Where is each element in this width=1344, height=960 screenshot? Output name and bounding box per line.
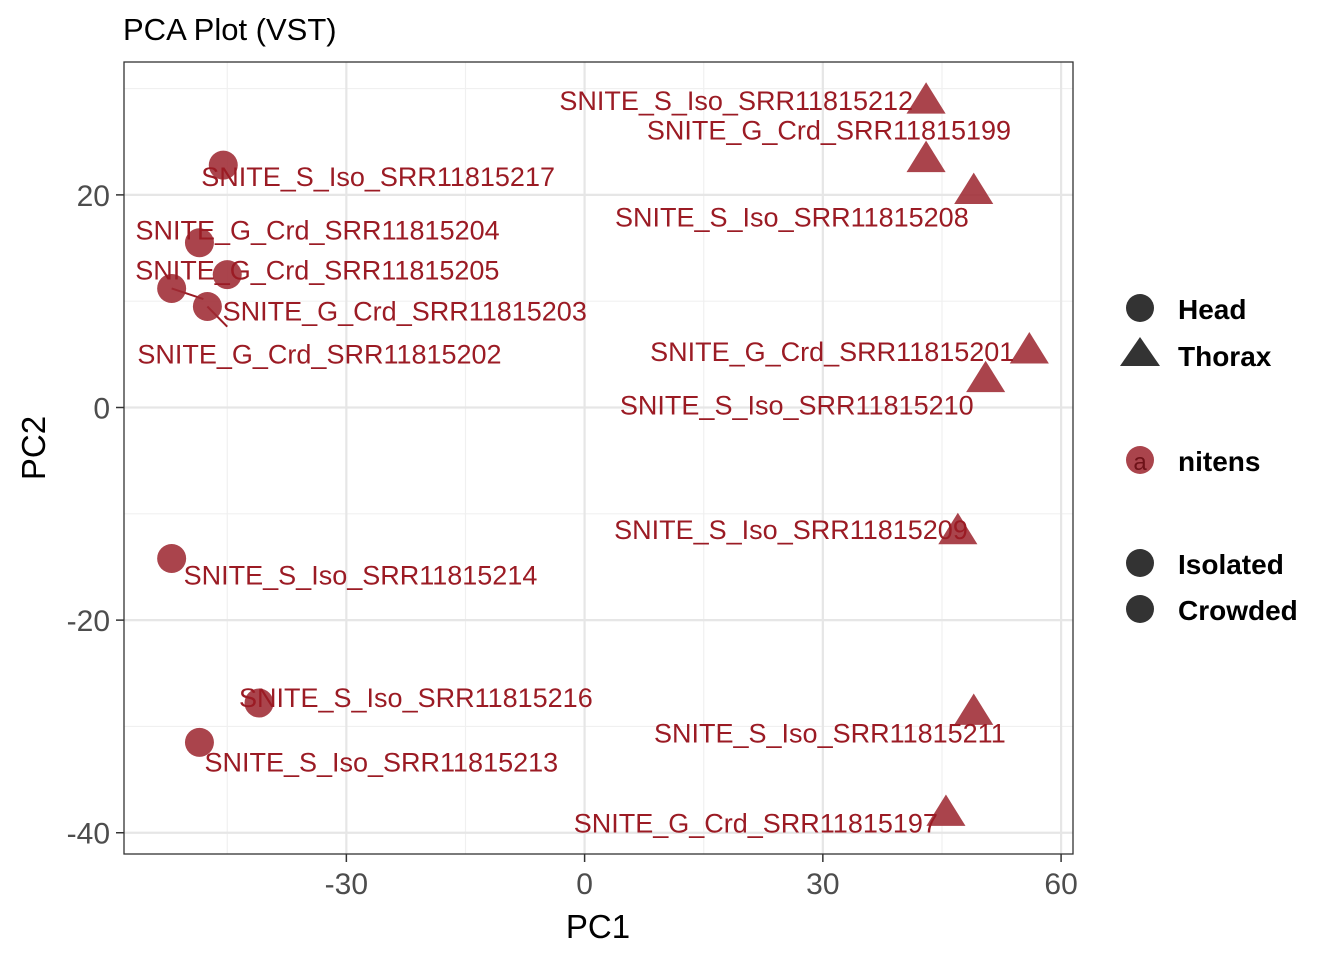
point-label: SNITE_G_Crd_SRR11815204 xyxy=(135,216,499,246)
point-thorax xyxy=(906,82,946,114)
point-label: SNITE_S_Iso_SRR11815214 xyxy=(184,560,538,590)
major-grid xyxy=(124,62,1073,854)
x-tick-label: 60 xyxy=(1044,868,1077,901)
point-label: SNITE_S_Iso_SRR11815212 xyxy=(559,86,913,116)
point-head xyxy=(157,543,187,573)
point-label: SNITE_S_Iso_SRR11815213 xyxy=(204,747,558,777)
point-head xyxy=(184,228,214,258)
point-thorax xyxy=(926,794,966,826)
point-thorax xyxy=(966,360,1006,393)
point-label: SNITE_S_Iso_SRR11815217 xyxy=(201,162,555,192)
point-thorax xyxy=(954,172,994,205)
point-label: SNITE_G_Crd_SRR11815205 xyxy=(135,256,499,286)
x-tick-label: -30 xyxy=(325,868,368,901)
y-axis: -40 -20 0 20 xyxy=(67,180,124,851)
point-label: SNITE_S_Iso_SRR11815216 xyxy=(239,683,593,713)
point-label: SNITE_S_Iso_SRR11815208 xyxy=(615,203,969,233)
y-tick-label: -40 xyxy=(67,818,110,851)
point-head xyxy=(212,260,242,290)
data-points xyxy=(157,82,1049,826)
x-tick-label: 30 xyxy=(806,868,839,901)
point-head xyxy=(192,292,222,322)
legend-isolated-symbol xyxy=(1126,549,1154,577)
x-axis-label: PC1 xyxy=(566,908,630,945)
point-label: SNITE_G_Crd_SRR11815203 xyxy=(223,296,587,326)
y-tick-label: 0 xyxy=(93,393,110,426)
point-label: SNITE_S_Iso_SRR11815211 xyxy=(654,718,1006,748)
point-label: SNITE_S_Iso_SRR11815209 xyxy=(614,515,968,545)
y-tick-label: -20 xyxy=(67,605,110,638)
point-thorax xyxy=(938,512,978,545)
point-label: SNITE_G_Crd_SRR11815197 xyxy=(574,808,938,838)
point-head xyxy=(184,727,214,757)
legend-nitens-glyph: a xyxy=(1133,449,1147,476)
point-head xyxy=(157,273,187,303)
point-label: SNITE_G_Crd_SRR11815201 xyxy=(650,337,1014,367)
panel-border xyxy=(123,61,1074,855)
legend-nitens-symbol xyxy=(1126,446,1154,474)
point-labels: SNITE_S_Iso_SRR11815212SNITE_G_Crd_SRR11… xyxy=(135,86,1014,838)
legend-crowded-label: Crowded xyxy=(1178,595,1298,626)
point-label: SNITE_G_Crd_SRR11815199 xyxy=(647,116,1011,146)
x-axis: -30 0 30 60 xyxy=(325,854,1078,901)
chart-title: PCA Plot (VST) xyxy=(123,12,337,47)
legend-crowded-symbol xyxy=(1126,595,1154,623)
point-thorax xyxy=(906,140,946,173)
legend: Head Thorax a nitens Isolated Crowded xyxy=(1120,294,1298,626)
legend-isolated-label: Isolated xyxy=(1178,549,1284,580)
point-label: SNITE_G_Crd_SRR11815202 xyxy=(137,340,501,370)
y-axis-label: PC2 xyxy=(15,416,52,480)
plot-panel: SNITE_S_Iso_SRR11815212SNITE_G_Crd_SRR11… xyxy=(123,61,1074,855)
point-label: SNITE_S_Iso_SRR11815210 xyxy=(620,391,974,421)
point-head xyxy=(244,688,274,718)
legend-head-symbol xyxy=(1126,294,1154,322)
point-thorax xyxy=(1009,332,1049,364)
legend-nitens-label: nitens xyxy=(1178,446,1260,477)
point-thorax xyxy=(954,693,994,725)
point-head xyxy=(208,150,238,180)
y-tick-label: 20 xyxy=(77,180,110,213)
x-tick-label: 0 xyxy=(576,868,593,901)
legend-thorax-label: Thorax xyxy=(1178,341,1272,372)
legend-thorax-symbol xyxy=(1120,337,1160,366)
legend-head-label: Head xyxy=(1178,294,1246,325)
